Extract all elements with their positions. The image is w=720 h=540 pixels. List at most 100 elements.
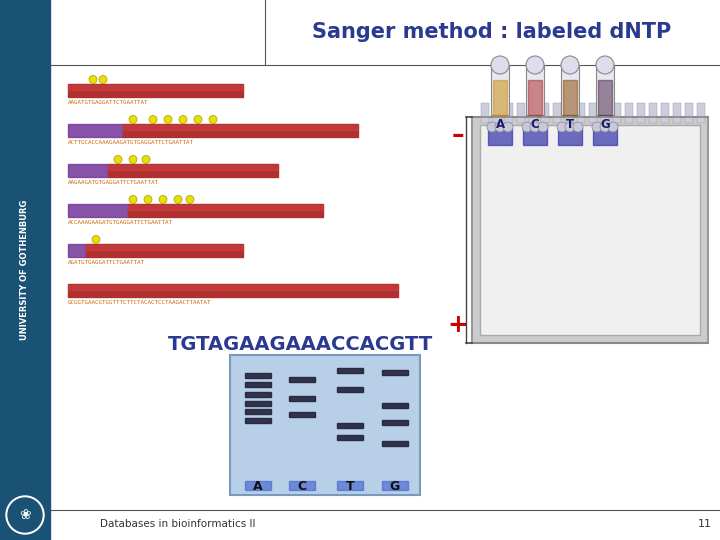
Bar (553, 103, 561, 123)
Bar (245, 417, 271, 422)
Circle shape (557, 122, 567, 132)
Text: G: G (390, 480, 400, 492)
Circle shape (600, 122, 610, 132)
Text: C: C (297, 480, 307, 492)
Bar (382, 370, 408, 375)
Text: ACCAAAGAAGATGTGAGGATTCTGAATTAT: ACCAAAGAAGATGTGAGGATTCTGAATTAT (68, 219, 173, 225)
Circle shape (179, 116, 187, 124)
Circle shape (487, 122, 497, 132)
Bar (230, 355, 420, 495)
Bar (481, 103, 489, 123)
Circle shape (99, 76, 107, 84)
Text: ❀: ❀ (19, 508, 31, 522)
Bar (337, 435, 363, 440)
Circle shape (129, 116, 137, 124)
Bar (0, 0, 50, 540)
Circle shape (129, 156, 137, 164)
Bar (601, 103, 609, 123)
Bar (337, 387, 363, 392)
Circle shape (522, 122, 532, 132)
Bar (289, 396, 315, 401)
Bar (577, 103, 585, 123)
Bar (128, 205, 323, 210)
Bar (561, 65, 579, 115)
Bar (625, 103, 633, 123)
Bar (289, 377, 315, 382)
Bar (68, 204, 128, 217)
Bar (637, 103, 645, 123)
Text: ACTTGCACCAAAGAAGATGTGAGGATTCTGAATTAT: ACTTGCACCAAAGAAGATGTGAGGATTCTGAATTAT (68, 139, 194, 145)
Bar (472, 117, 708, 343)
Circle shape (142, 156, 150, 164)
Text: T: T (346, 480, 354, 492)
Circle shape (592, 122, 602, 132)
Circle shape (608, 122, 618, 132)
Circle shape (144, 195, 152, 204)
Bar (86, 245, 243, 250)
Bar (108, 165, 278, 170)
Bar (68, 244, 86, 256)
Bar (661, 103, 669, 123)
Bar (337, 423, 363, 428)
Bar (529, 103, 537, 123)
Circle shape (495, 122, 505, 132)
Bar (589, 103, 597, 123)
Text: AAGAAGATGTGAGGATTCTGAATTAT: AAGAAGATGTGAGGATTCTGAATTAT (68, 179, 159, 185)
Circle shape (491, 56, 509, 74)
Bar (128, 204, 323, 217)
Bar (68, 84, 243, 97)
Bar (382, 420, 408, 425)
Bar (289, 481, 315, 490)
Bar (613, 103, 621, 123)
Bar (563, 80, 577, 115)
Bar (596, 65, 614, 115)
Bar (593, 127, 617, 145)
Bar (123, 125, 358, 130)
Text: A: A (253, 480, 263, 492)
Circle shape (114, 156, 122, 164)
Bar (493, 103, 501, 123)
Bar (68, 84, 243, 90)
Circle shape (561, 56, 579, 74)
Bar (558, 127, 582, 145)
Bar (505, 103, 513, 123)
Bar (337, 481, 363, 490)
Bar (245, 373, 271, 377)
Circle shape (573, 122, 583, 132)
Bar (289, 411, 315, 416)
Circle shape (186, 195, 194, 204)
Bar (68, 285, 398, 290)
Circle shape (159, 195, 167, 204)
Bar (123, 124, 358, 137)
Circle shape (526, 56, 544, 74)
Bar (245, 382, 271, 387)
Bar (526, 65, 544, 115)
Circle shape (565, 122, 575, 132)
Bar (68, 164, 108, 177)
Bar (673, 103, 681, 123)
Bar (649, 103, 657, 123)
Bar (68, 124, 123, 137)
Bar (598, 80, 612, 115)
Circle shape (92, 235, 100, 244)
Bar (337, 368, 363, 373)
Circle shape (89, 76, 97, 84)
Bar (565, 103, 573, 123)
Circle shape (209, 116, 217, 124)
Text: –: – (451, 123, 464, 147)
Bar (382, 403, 408, 408)
Text: T: T (566, 118, 574, 132)
Bar (685, 103, 693, 123)
Bar (245, 409, 271, 414)
Bar (541, 103, 549, 123)
Text: G: G (600, 118, 610, 132)
Circle shape (129, 195, 137, 204)
Circle shape (8, 498, 42, 532)
Bar (523, 127, 547, 145)
Circle shape (174, 195, 182, 204)
Text: Databases in bioinformatics II: Databases in bioinformatics II (100, 519, 256, 529)
Bar (491, 65, 509, 115)
Circle shape (538, 122, 548, 132)
Circle shape (149, 116, 157, 124)
Text: C: C (531, 118, 539, 132)
